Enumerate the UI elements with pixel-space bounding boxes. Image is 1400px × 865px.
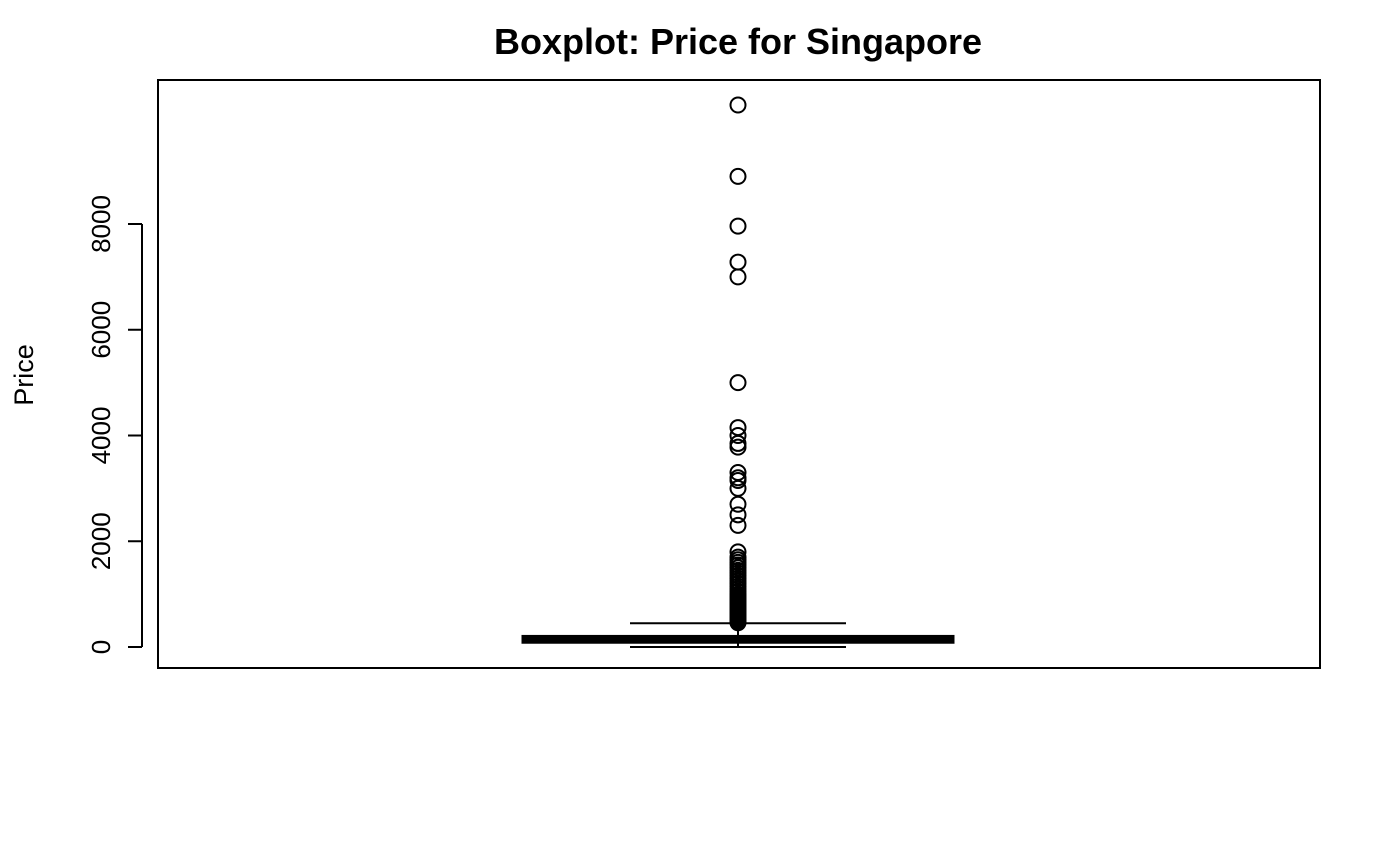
outlier-point [729, 495, 747, 513]
y-tick-label: 4000 [86, 407, 116, 465]
y-axis-label: Price [9, 344, 39, 406]
outlier-point [729, 374, 747, 392]
outlier-point [729, 253, 747, 271]
y-tick-label: 8000 [86, 195, 116, 253]
box-group [521, 622, 955, 648]
y-tick-label: 0 [86, 640, 116, 654]
outlier-point [729, 268, 747, 286]
outlier-point [729, 438, 747, 456]
outlier-point [729, 167, 747, 185]
outlier-point [729, 506, 747, 524]
chart-title: Boxplot: Price for Singapore [494, 21, 982, 62]
outlier-point [729, 516, 747, 534]
outlier-point [729, 96, 747, 114]
y-tick-label: 6000 [86, 301, 116, 359]
plot-frame [157, 79, 1321, 669]
y-axis: 0 2000 4000 6000 8000 [86, 195, 143, 654]
outlier-point [729, 217, 747, 235]
y-tick-label: 2000 [86, 512, 116, 570]
outlier-point [729, 471, 747, 489]
outlier-group [729, 96, 747, 632]
outlier-point [729, 614, 747, 632]
outlier-point [729, 427, 747, 444]
